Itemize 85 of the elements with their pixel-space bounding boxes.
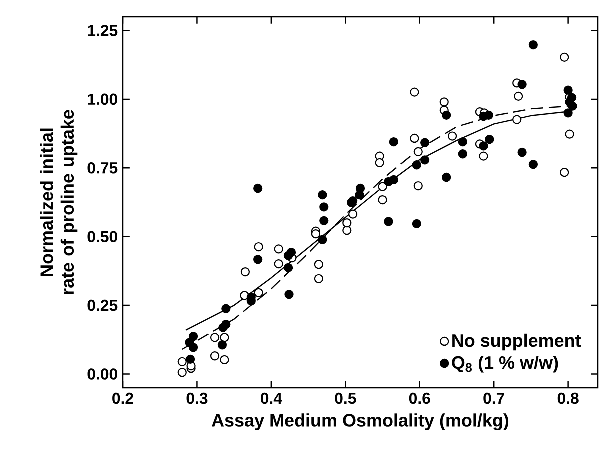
point — [188, 343, 198, 352]
y-axis-title: Normalized initial rate of proline uptake — [40, 110, 78, 294]
point — [479, 142, 488, 151]
x-axis-title: Assay Medium Osmolality (mol/kg) — [212, 414, 509, 431]
point — [512, 115, 522, 124]
y-tick-label: 1.00 — [88, 94, 118, 106]
point — [479, 152, 488, 161]
y-tick-label: 0.25 — [88, 300, 118, 312]
point — [485, 134, 494, 144]
x-tick-label: 0.2 — [112, 392, 134, 404]
point — [218, 340, 228, 350]
point — [284, 290, 294, 300]
point — [274, 259, 284, 269]
y-tick-label: 0.50 — [88, 231, 118, 242]
point — [565, 98, 574, 107]
point — [448, 132, 458, 141]
x-tick-label: 0.5 — [335, 392, 356, 404]
point — [412, 219, 422, 228]
point — [378, 195, 388, 205]
point — [389, 175, 398, 185]
point — [528, 160, 538, 170]
point — [355, 190, 364, 200]
point — [410, 134, 420, 144]
point — [389, 137, 398, 147]
point — [564, 86, 573, 95]
x-tick-label: 0.6 — [409, 392, 430, 404]
point — [342, 226, 352, 236]
point — [314, 260, 324, 270]
point — [314, 274, 324, 284]
point — [420, 156, 430, 165]
point — [178, 368, 187, 378]
point — [458, 137, 468, 147]
point — [222, 304, 231, 314]
point — [442, 110, 452, 120]
point — [564, 108, 573, 118]
point — [410, 88, 420, 97]
point — [186, 354, 196, 364]
point — [210, 352, 220, 361]
point — [220, 333, 230, 342]
point — [384, 217, 394, 226]
point — [210, 333, 220, 342]
point — [378, 182, 388, 192]
point — [274, 244, 284, 254]
point — [284, 263, 294, 272]
point — [412, 160, 422, 170]
legend-label: Q$_{8}$ (1 % w/w) — [452, 356, 558, 373]
point — [240, 267, 250, 277]
point — [311, 230, 321, 239]
point — [254, 288, 264, 298]
point — [458, 150, 468, 159]
y-tick-label: 1.25 — [88, 25, 118, 36]
point — [560, 52, 570, 62]
point — [342, 218, 352, 228]
point — [254, 242, 264, 252]
point — [178, 357, 187, 366]
point — [514, 92, 524, 101]
point — [528, 40, 538, 50]
point — [254, 184, 263, 194]
point — [414, 181, 423, 191]
x-tick-label: 0.3 — [186, 392, 208, 404]
point — [254, 255, 263, 264]
point — [318, 235, 328, 244]
y-tick-label: 0.75 — [88, 162, 118, 174]
point — [188, 332, 198, 342]
point — [222, 320, 231, 330]
y-tick-label: 0.00 — [88, 368, 118, 380]
point — [320, 216, 329, 226]
point — [440, 98, 449, 107]
point — [286, 248, 296, 258]
point — [318, 190, 328, 200]
point — [320, 202, 329, 212]
point — [560, 168, 570, 178]
x-tick-label: 0.4 — [261, 392, 282, 404]
x-tick-label: 0.8 — [558, 392, 579, 404]
point — [442, 172, 452, 182]
point — [518, 148, 527, 158]
point — [375, 158, 384, 168]
x-tick-label: 0.7 — [484, 392, 504, 404]
point — [348, 210, 358, 219]
point — [420, 138, 430, 148]
point — [414, 147, 423, 156]
point — [220, 355, 230, 365]
legend-label: No supplement — [452, 334, 582, 351]
point — [565, 130, 574, 139]
point — [518, 80, 527, 90]
